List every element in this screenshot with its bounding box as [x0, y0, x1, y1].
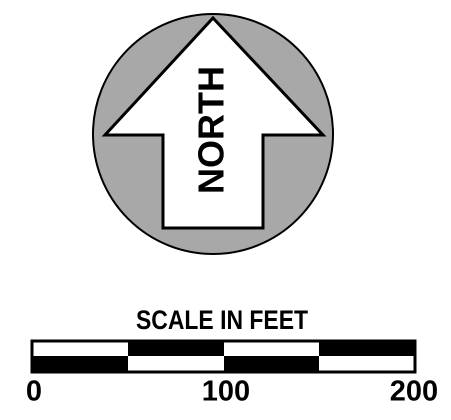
scale-segment — [32, 341, 128, 356]
scale-segment — [128, 356, 224, 372]
scale-bar: SCALE IN FEET 0 100 200 — [26, 305, 438, 407]
scale-segment — [224, 341, 319, 356]
scale-tick-label: 200 — [390, 376, 438, 408]
scale-tick-label: 0 — [26, 376, 42, 408]
scale-segment — [319, 356, 415, 372]
scale-segment — [32, 356, 128, 372]
scale-segment — [128, 341, 224, 356]
arrow — [101, 15, 327, 230]
scale-frame — [30, 339, 417, 374]
scale-tick-label: 100 — [202, 376, 250, 408]
north-arrow: NORTH — [92, 13, 334, 255]
north-label: NORTH — [191, 66, 232, 194]
scale-segment — [224, 356, 319, 372]
scale-title: SCALE IN FEET — [136, 305, 309, 335]
scale-segment — [319, 341, 415, 356]
